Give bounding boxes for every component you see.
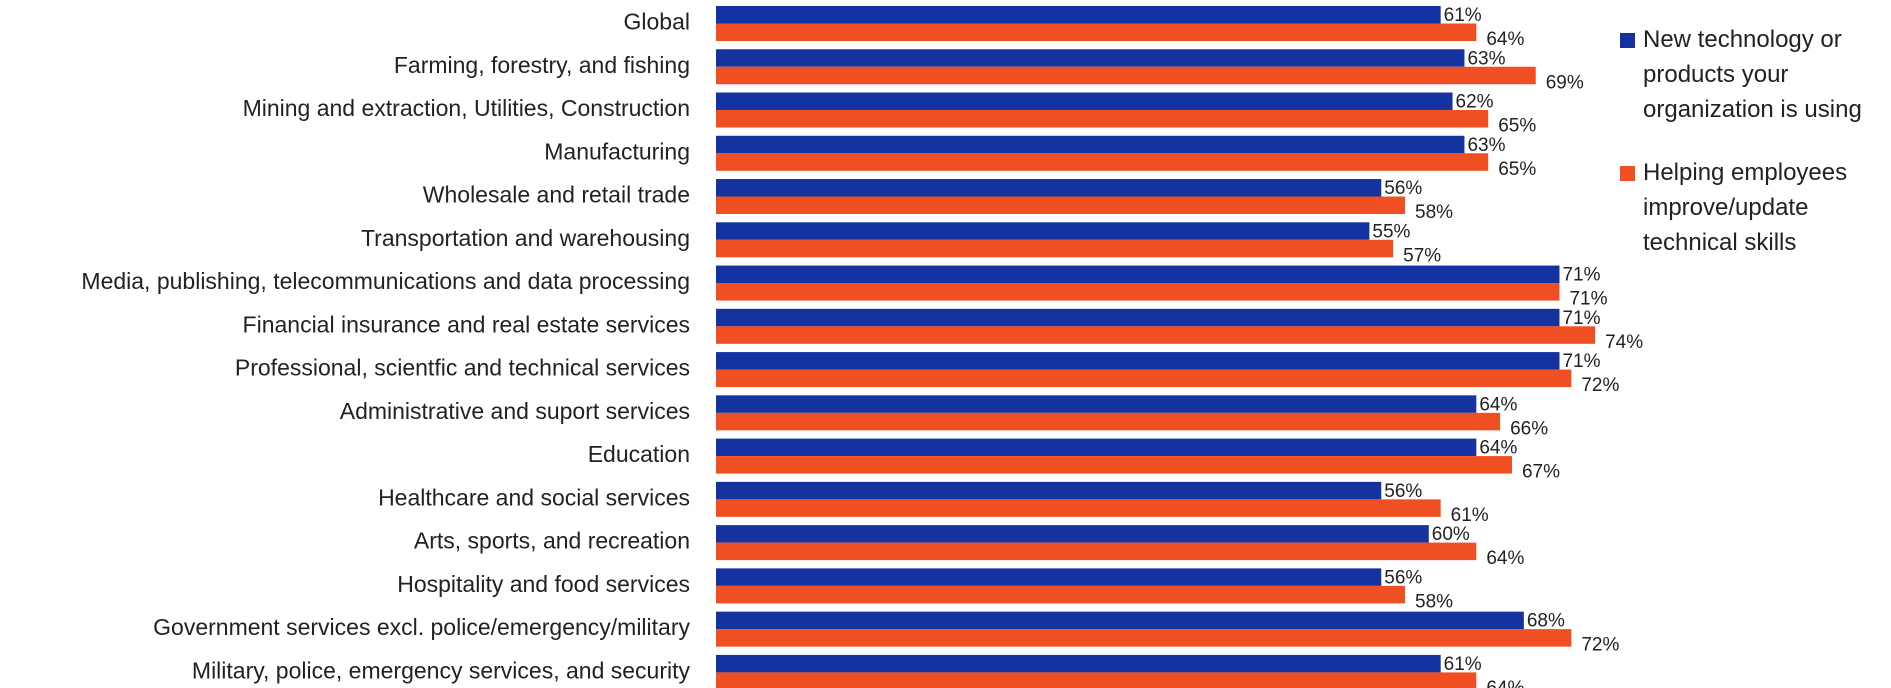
value-label: 64% (1486, 678, 1524, 688)
value-label: 58% (1415, 202, 1453, 223)
bar (716, 611, 1524, 630)
bar (716, 135, 1465, 154)
legend: New technology or products your organiza… (1620, 22, 1885, 288)
value-label: 63% (1467, 135, 1505, 156)
value-label: 66% (1510, 418, 1548, 439)
bar (716, 542, 1477, 561)
bar (716, 222, 1370, 240)
bar (716, 395, 1477, 413)
category-label: Transportation and warehousing (361, 225, 690, 251)
legend-swatch (1620, 166, 1635, 181)
bar (716, 629, 1572, 647)
bar (716, 326, 1596, 344)
bar (716, 481, 1382, 500)
legend-item: Helping employees improve/update technic… (1620, 155, 1885, 260)
value-label: 61% (1444, 654, 1482, 675)
bar (716, 110, 1489, 128)
value-label: 71% (1562, 265, 1600, 286)
value-label: 68% (1527, 611, 1565, 632)
bar (716, 66, 1536, 85)
category-label: Administrative and suport services (340, 398, 690, 424)
bar (716, 672, 1477, 688)
value-label: 67% (1522, 462, 1560, 483)
bar (716, 239, 1394, 258)
category-label: Financial insurance and real estate serv… (243, 311, 690, 337)
category-label: Manufacturing (544, 138, 690, 164)
legend-label: New technology or products your organiza… (1643, 26, 1862, 123)
bar (716, 499, 1441, 517)
value-label: 71% (1569, 289, 1607, 310)
legend-item: New technology or products your organiza… (1620, 22, 1885, 127)
category-label: Farming, forestry, and fishing (394, 52, 690, 78)
value-label: 74% (1605, 332, 1643, 353)
bar (716, 196, 1406, 215)
category-label: Wholesale and retail trade (423, 182, 690, 208)
bar (716, 153, 1489, 171)
value-label: 55% (1372, 221, 1410, 242)
bar (716, 654, 1441, 673)
bar (716, 412, 1501, 431)
category-label: Healthcare and social services (378, 484, 690, 510)
bar (716, 568, 1382, 586)
value-label: 61% (1451, 505, 1489, 526)
bar (716, 308, 1560, 327)
bar (716, 525, 1429, 543)
bar (716, 179, 1382, 197)
bar (716, 585, 1406, 604)
category-label: Arts, sports, and recreation (414, 528, 690, 554)
bar (716, 283, 1560, 301)
value-label: 65% (1498, 159, 1536, 180)
category-label: Professional, scientfic and technical se… (235, 355, 690, 381)
value-label: 57% (1403, 245, 1441, 266)
value-label: 56% (1384, 567, 1422, 588)
bar (716, 49, 1465, 67)
value-label: 56% (1384, 178, 1422, 199)
legend-swatch (1620, 33, 1635, 48)
category-label: Hospitality and food services (397, 571, 690, 597)
category-label: Government services excl. police/emergen… (153, 614, 690, 640)
bar (716, 456, 1512, 474)
bar (716, 352, 1560, 370)
value-label: 65% (1498, 116, 1536, 137)
bar (716, 369, 1572, 388)
value-label: 69% (1546, 72, 1584, 93)
legend-label: Helping employees improve/update technic… (1643, 159, 1848, 256)
value-label: 58% (1415, 591, 1453, 612)
bar (716, 265, 1560, 284)
category-label: Education (588, 441, 690, 467)
category-label: Mining and extraction, Utilities, Constr… (243, 95, 690, 121)
value-label: 64% (1486, 548, 1524, 569)
category-label: Global (624, 9, 690, 35)
category-label: Military, police, emergency services, an… (192, 657, 691, 683)
value-label: 72% (1581, 635, 1619, 656)
value-label: 71% (1562, 308, 1600, 329)
category-label: Media, publishing, telecommunications an… (81, 268, 690, 294)
value-label: 64% (1479, 394, 1517, 415)
value-label: 72% (1581, 375, 1619, 396)
bar (716, 23, 1477, 41)
bar (716, 438, 1477, 457)
value-label: 71% (1562, 351, 1600, 372)
value-label: 61% (1444, 5, 1482, 26)
bar (716, 6, 1441, 24)
value-label: 63% (1467, 48, 1505, 69)
value-label: 56% (1384, 481, 1422, 502)
value-label: 62% (1456, 92, 1494, 113)
value-label: 60% (1432, 524, 1470, 545)
bar (716, 92, 1453, 111)
value-label: 64% (1486, 29, 1524, 50)
value-label: 64% (1479, 438, 1517, 459)
